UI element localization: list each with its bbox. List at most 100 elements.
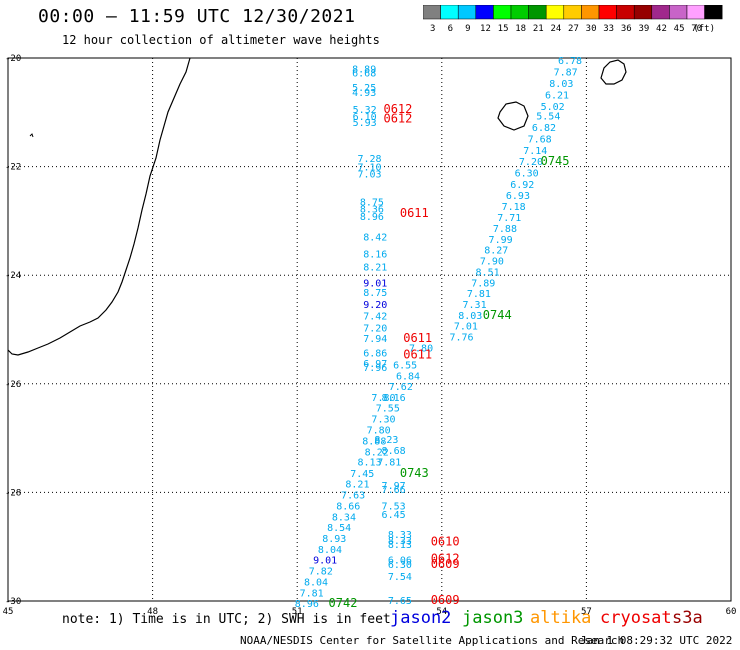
swh-observation: 7.88 xyxy=(493,224,517,235)
swh-observation: 6.92 xyxy=(510,180,534,191)
swh-observation: 7.03 xyxy=(357,170,381,181)
longitude-tick-label: 57 xyxy=(581,607,592,617)
pass-time-label: 0609 xyxy=(431,557,460,571)
scale-tick-label: 30 xyxy=(586,24,597,34)
swh-observation: 8.75 xyxy=(360,197,384,208)
swh-observation: 7.01 xyxy=(454,322,478,333)
credit-line: NOAA/NESDIS Center for Satellite Applica… xyxy=(240,634,625,647)
swh-observation: 8.33 xyxy=(388,536,412,547)
swh-observation: 6.30 xyxy=(388,560,412,571)
swh-observation: 5.25 xyxy=(352,83,376,94)
swh-observation: 9.20 xyxy=(363,300,387,311)
swh-observation: 7.94 xyxy=(363,334,387,345)
swh-observation: 8.16 xyxy=(363,249,387,260)
swh-observation: 8.96 xyxy=(295,599,319,610)
pass-time-label: 0743 xyxy=(400,466,429,480)
swh-observation: 7.81 xyxy=(467,289,491,300)
swh-observation: 7.81 xyxy=(300,588,324,599)
swh-observation: 7.31 xyxy=(463,300,487,311)
pass-time-label: 0742 xyxy=(329,596,358,610)
swh-observation: 8.93 xyxy=(322,534,346,545)
generated-timestamp: Jan 1 08:29:32 UTC 2022 xyxy=(580,634,733,647)
footnote: note: 1) Time is in UTC; 2) SWH is in fe… xyxy=(62,612,391,627)
swh-observation: 7.81 xyxy=(377,457,401,468)
swh-observation: 8.96 xyxy=(360,212,384,223)
pass-time-label: 0611 xyxy=(403,331,432,345)
swh-observation: 7.20 xyxy=(363,323,387,334)
scale-tick-label: 15 xyxy=(498,24,509,34)
madagascar-coastline xyxy=(7,57,191,356)
scale-tick-label: 39 xyxy=(638,24,649,34)
scale-tick-label: 70 xyxy=(691,24,702,34)
swh-observation: 6.45 xyxy=(382,510,406,521)
scale-tick-label: 3 xyxy=(430,24,435,34)
swh-observation: 8.33 xyxy=(388,530,412,541)
scale-tick-label: 6 xyxy=(448,24,453,34)
swh-observation: 7.30 xyxy=(371,415,395,426)
swh-observation: 7.82 xyxy=(309,567,333,578)
swh-observation: 8.23 xyxy=(374,435,398,446)
swh-observation: 5.54 xyxy=(536,112,560,123)
scale-tick-label: 27 xyxy=(568,24,579,34)
scale-tick-label: 21 xyxy=(533,24,544,34)
swh-observation: 8.04 xyxy=(304,577,328,588)
swh-observation: 7.10 xyxy=(357,163,381,174)
swh-observation: 8.13 xyxy=(388,540,412,551)
swh-observation: 7.63 xyxy=(341,491,365,502)
scale-swatch xyxy=(704,5,723,20)
swh-observation: 7.45 xyxy=(350,469,374,480)
swh-observation: 6.78 xyxy=(558,56,582,67)
swh-observation: 7.55 xyxy=(376,404,400,415)
reunion-coastline xyxy=(497,101,529,131)
swh-observation: 5.93 xyxy=(353,118,377,129)
swh-observation: 7.66 xyxy=(382,485,406,496)
scale-tick-label: 33 xyxy=(603,24,614,34)
swh-observation: 6.55 xyxy=(393,360,417,371)
swh-observation: 8.03 xyxy=(549,79,573,90)
swh-observation: 8.36 xyxy=(360,204,384,215)
swh-observation: 7.65 xyxy=(388,596,412,607)
swh-observation: 6.86 xyxy=(363,348,387,359)
swh-observation: 6.68 xyxy=(352,69,376,80)
pass-time-label: 0612 xyxy=(383,102,412,116)
swh-observation: 7.18 xyxy=(502,202,526,213)
scale-tick-label: 45 xyxy=(674,24,685,34)
swh-observation: 6.21 xyxy=(545,90,569,101)
satellite-legend-item: cryosat xyxy=(600,608,672,628)
scale-tick-label: 24 xyxy=(550,24,561,34)
swh-observation: 6.06 xyxy=(388,556,412,567)
map-frame xyxy=(7,57,732,602)
swh-observation: 6.93 xyxy=(506,191,530,202)
pass-time-label: 0611 xyxy=(400,206,429,220)
swh-observation: 8.75 xyxy=(363,288,387,299)
swh-observation: 7.90 xyxy=(480,257,504,268)
pass-time-label: 0745 xyxy=(541,154,570,168)
longitude-tick-label: 60 xyxy=(726,607,737,617)
scale-tick-label: 18 xyxy=(515,24,526,34)
satellite-legend-item: altika xyxy=(530,608,592,628)
satellite-legend-item: jason2 xyxy=(390,608,452,628)
latitude-tick-label: -28 xyxy=(5,488,21,498)
scale-tick-label: 36 xyxy=(621,24,632,34)
swh-observation: 9.01 xyxy=(363,278,387,289)
islet-coastline xyxy=(29,133,34,138)
swh-observation: 8.68 xyxy=(382,446,406,457)
latitude-tick-label: -24 xyxy=(5,271,21,281)
swh-observation: 8.04 xyxy=(318,545,342,556)
swh-observation: 6.10 xyxy=(353,112,377,123)
scale-unit-label: (ft) xyxy=(693,24,715,34)
swh-observation: 8.66 xyxy=(336,501,360,512)
swh-observation: 7.87 xyxy=(554,68,578,79)
swh-observation: 8.89 xyxy=(352,64,376,75)
map-subtitle: 12 hour collection of altimeter wave hei… xyxy=(62,33,380,47)
swh-observation: 8.88 xyxy=(362,436,386,447)
swh-observation: 7.89 xyxy=(471,278,495,289)
swh-observation: 7.97 xyxy=(382,481,406,492)
latitude-tick-label: -26 xyxy=(5,380,21,390)
swh-observation: 7.28 xyxy=(357,154,381,165)
swh-observation: 5.32 xyxy=(353,105,377,116)
swh-observation: 7.80 xyxy=(367,425,391,436)
map-title: 00:00 – 11:59 UTC 12/30/2021 xyxy=(38,6,356,27)
swh-observation: 8.27 xyxy=(484,246,508,257)
color-scale-legend: 3 6 9 12 15 18 21 24 27 30 33 36 39 42 45 70(ft) xyxy=(423,5,723,34)
